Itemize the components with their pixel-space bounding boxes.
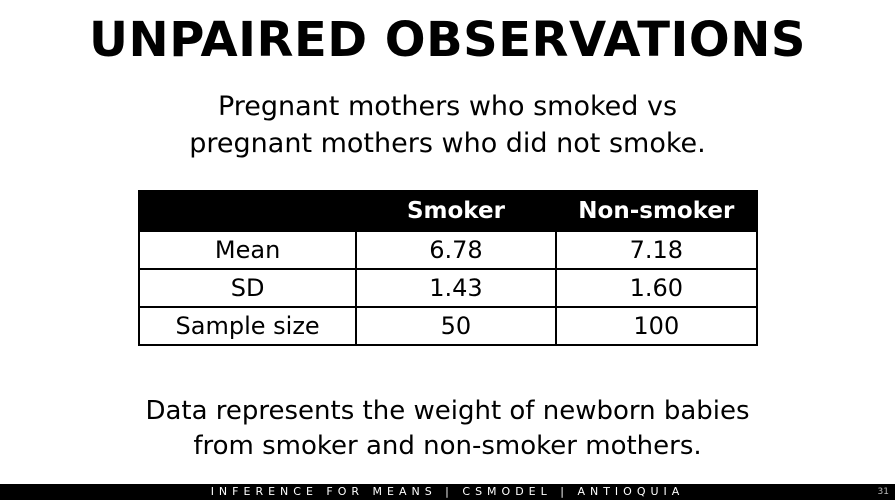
row-label: Mean [137, 230, 358, 270]
header-cell-non-smoker: Non-smoker [554, 190, 759, 232]
subtitle: Pregnant mothers who smoked vs pregnant … [0, 88, 895, 162]
caption: Data represents the weight of newborn ba… [0, 394, 895, 464]
table-header-row: Smoker Non-smoker [137, 190, 759, 232]
caption-line-2: from smoker and non-smoker mothers. [193, 431, 702, 461]
row-label: Sample size [137, 306, 358, 346]
table-row-mean: Mean 6.78 7.18 [137, 230, 759, 270]
non-smoker-value: 1.60 [554, 268, 759, 308]
slide-title: UNPAIRED OBSERVATIONS [89, 12, 806, 68]
table-row-sd: SD 1.43 1.60 [137, 268, 759, 308]
non-smoker-value: 100 [554, 306, 759, 346]
subtitle-line-1: Pregnant mothers who smoked vs [217, 91, 678, 122]
caption-line-1: Data represents the weight of newborn ba… [145, 396, 750, 426]
footer-text: INFERENCE FOR MEANS | CSMODEL | ANTIOQUI… [210, 485, 685, 498]
header-cell-smoker: Smoker [355, 190, 557, 232]
page-number: 31 [877, 487, 889, 497]
table-row-sample-size: Sample size 50 100 [137, 306, 759, 346]
non-smoker-value: 7.18 [554, 230, 759, 270]
smoker-value: 50 [355, 306, 557, 346]
header-cell-empty [137, 190, 358, 232]
footer-bar: INFERENCE FOR MEANS | CSMODEL | ANTIOQUI… [0, 484, 895, 500]
row-label: SD [137, 268, 358, 308]
summary-table: Smoker Non-smoker Mean 6.78 7.18 SD 1.43… [137, 190, 759, 346]
subtitle-line-2: pregnant mothers who did not smoke. [189, 128, 706, 159]
smoker-value: 1.43 [355, 268, 557, 308]
smoker-value: 6.78 [355, 230, 557, 270]
